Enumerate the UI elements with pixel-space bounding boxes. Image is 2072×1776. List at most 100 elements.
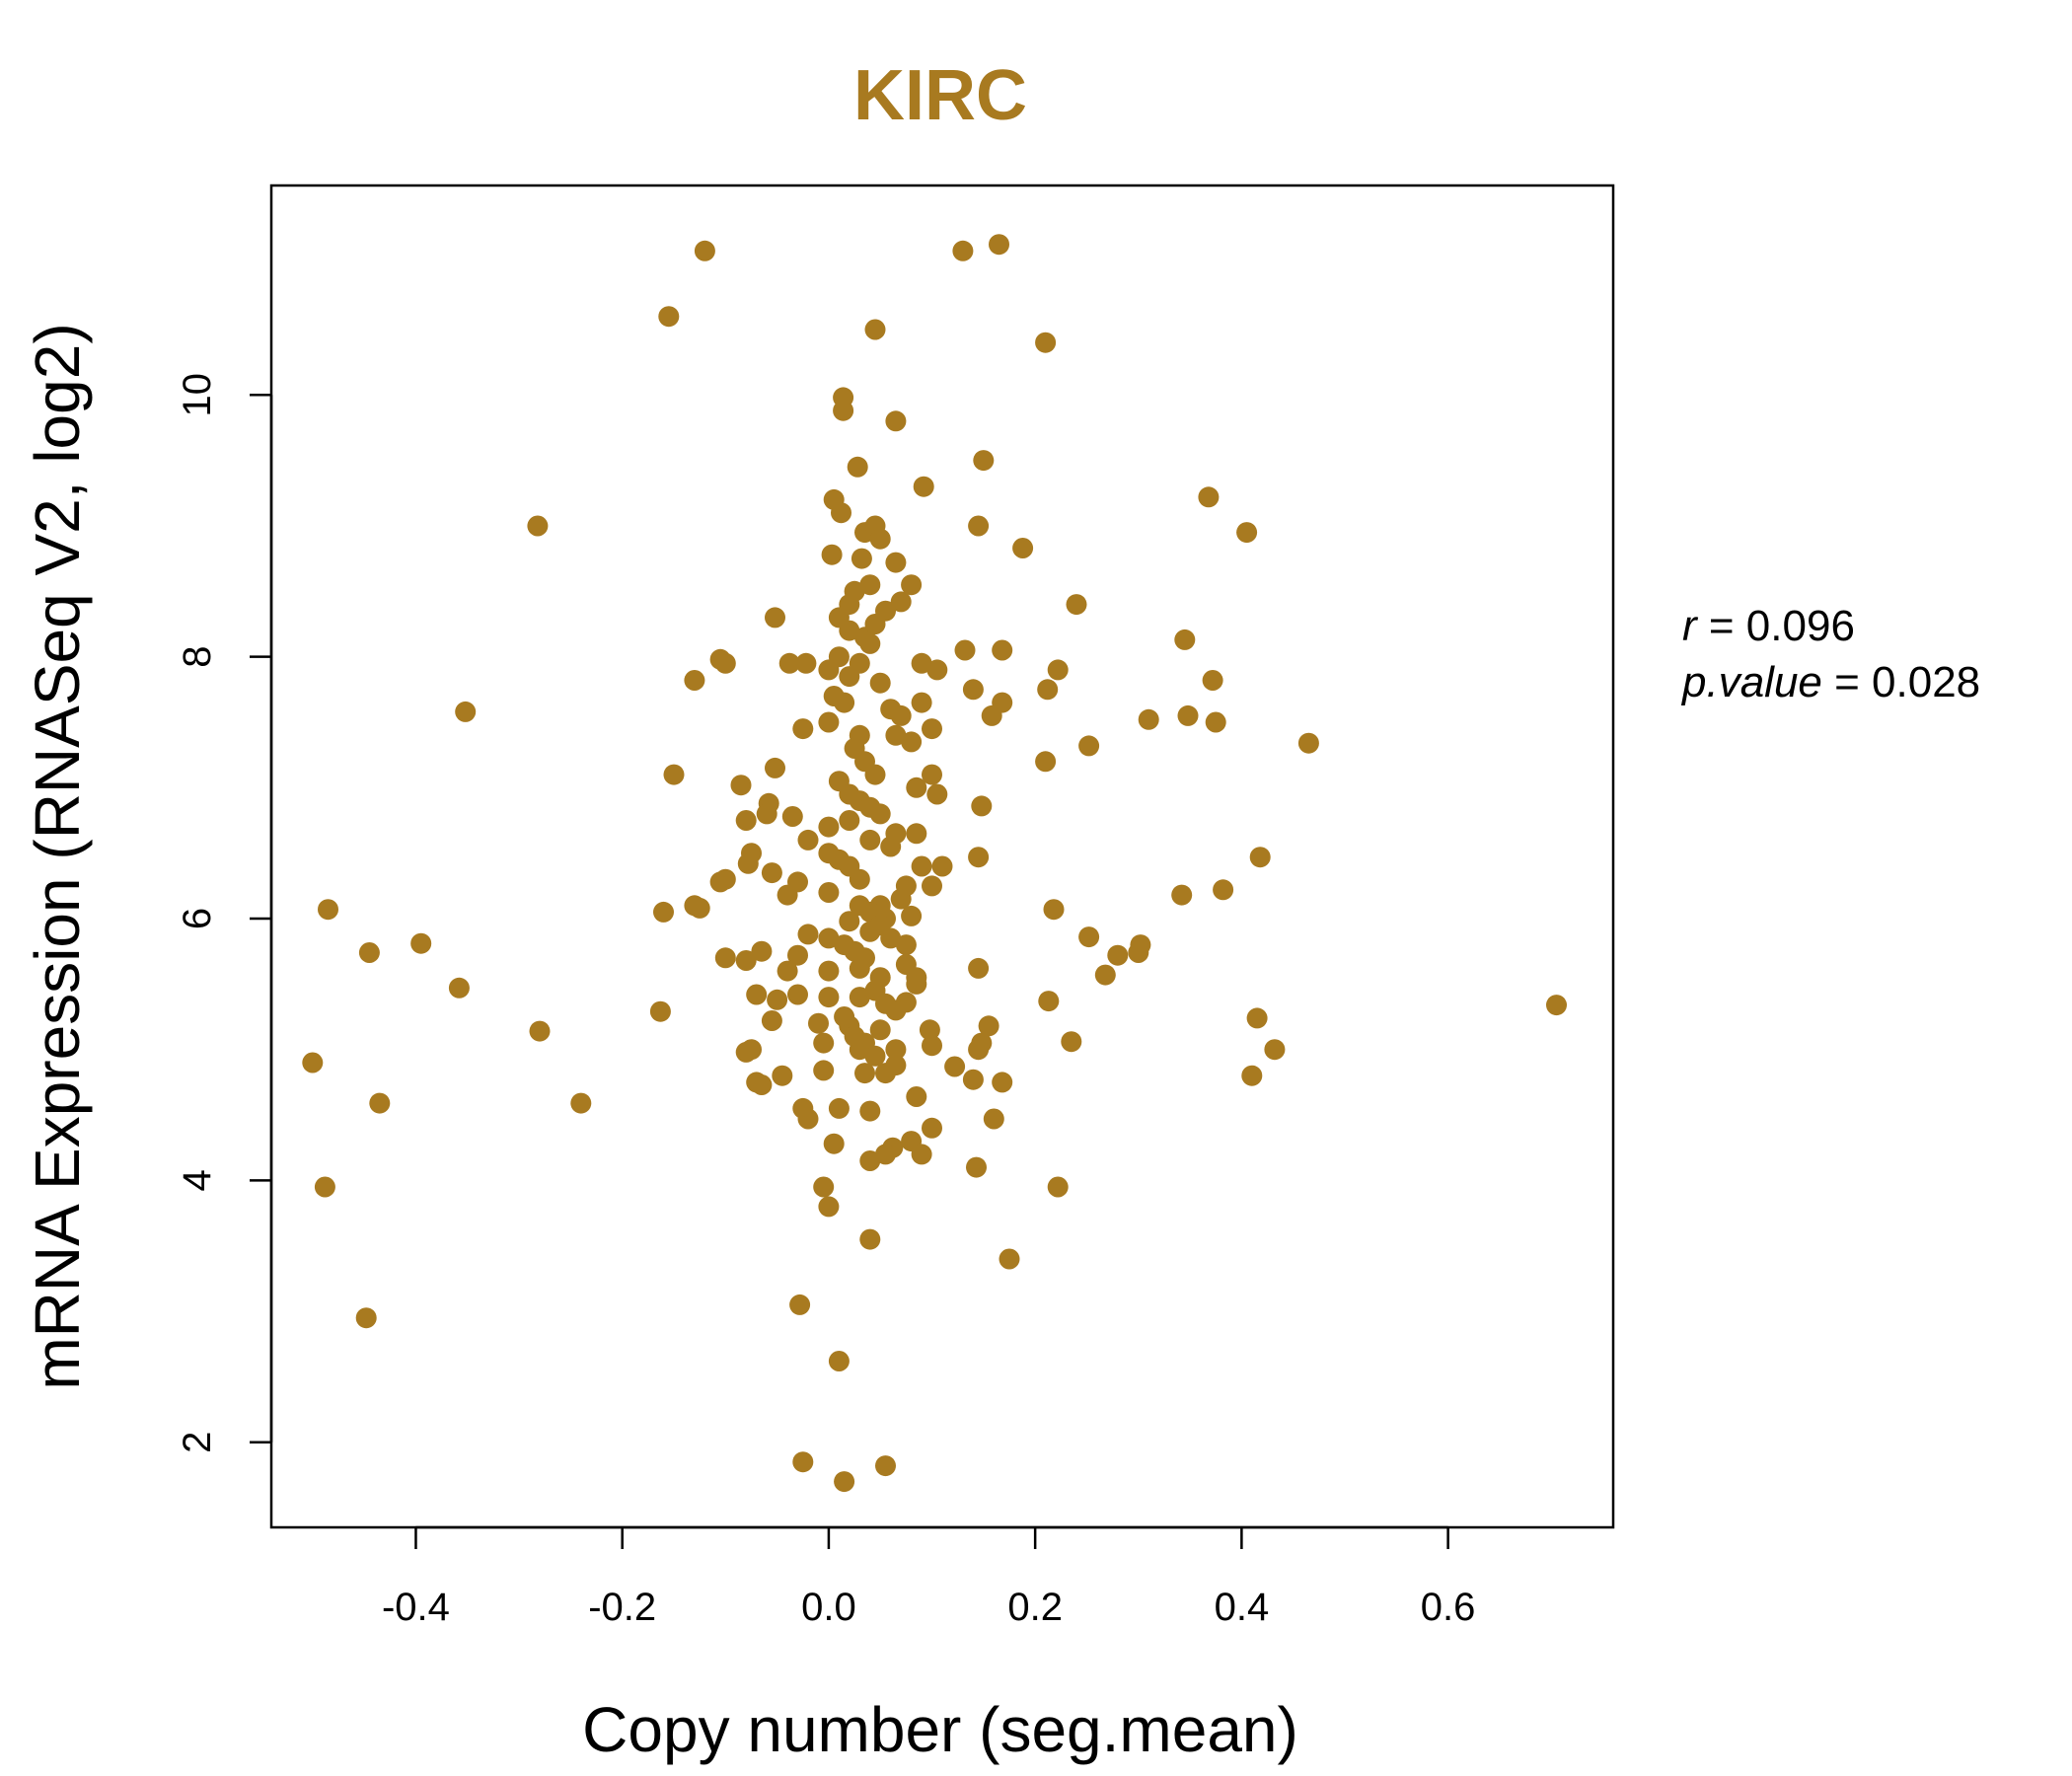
data-point xyxy=(911,692,932,713)
data-point xyxy=(978,1015,999,1037)
data-point xyxy=(795,652,817,674)
data-point xyxy=(839,594,860,616)
data-point xyxy=(772,1065,793,1086)
data-point xyxy=(834,1471,855,1493)
data-point xyxy=(1012,538,1034,558)
data-point xyxy=(839,810,860,831)
data-point xyxy=(885,1055,907,1076)
data-point xyxy=(663,764,685,785)
data-point xyxy=(968,847,990,868)
p-value: = 0.028 xyxy=(1834,658,1980,706)
data-point xyxy=(649,1000,671,1022)
x-tick-label: 0.4 xyxy=(1215,1586,1270,1629)
data-point xyxy=(746,984,768,1005)
data-point xyxy=(906,973,927,995)
data-point xyxy=(911,1144,932,1165)
data-point xyxy=(885,552,907,573)
data-point xyxy=(821,544,843,565)
data-point xyxy=(901,574,923,596)
data-point xyxy=(1035,332,1057,353)
data-point xyxy=(875,600,896,622)
data-point xyxy=(901,731,923,753)
data-point xyxy=(1094,964,1116,986)
data-point xyxy=(869,1019,891,1041)
data-point xyxy=(922,764,942,785)
data-point xyxy=(828,1351,850,1371)
data-point xyxy=(885,1039,907,1061)
data-point xyxy=(318,899,338,921)
data-point xyxy=(818,882,840,903)
y-axis-label: mRNA Expression (RNASeq V2, log2) xyxy=(22,323,93,1389)
data-point xyxy=(694,240,715,261)
data-point xyxy=(922,1117,942,1139)
data-point xyxy=(890,888,912,910)
data-point xyxy=(1546,995,1567,1016)
data-point xyxy=(913,476,934,497)
data-point xyxy=(922,718,942,740)
svg-text:p.value = 0.028: p.value = 0.028 xyxy=(1680,658,1980,706)
data-point xyxy=(355,1307,377,1329)
data-point xyxy=(1297,732,1319,754)
data-point xyxy=(833,400,854,421)
data-point xyxy=(818,960,840,982)
data-point xyxy=(1038,991,1060,1012)
data-point xyxy=(834,1006,855,1027)
y-tick-label: 4 xyxy=(176,1169,219,1191)
data-point xyxy=(684,895,705,917)
data-point xyxy=(880,927,902,949)
data-point xyxy=(1246,1007,1268,1029)
data-point xyxy=(983,1108,1004,1130)
data-point xyxy=(906,1086,927,1107)
y-tick-label: 10 xyxy=(176,373,219,417)
data-point xyxy=(854,1063,875,1084)
data-point xyxy=(1035,751,1057,773)
x-axis: -0.4 -0.2 0.0 0.2 0.4 0.6 xyxy=(382,1525,1475,1629)
data-point xyxy=(1205,711,1226,733)
data-point xyxy=(962,1069,984,1090)
data-point xyxy=(859,574,881,596)
data-point xyxy=(792,1451,814,1473)
data-point xyxy=(818,816,840,838)
data-point xyxy=(709,871,731,893)
svg-text:r = 0.096: r = 0.096 xyxy=(1682,602,1855,650)
data-point xyxy=(1047,659,1069,681)
data-point xyxy=(859,1100,881,1122)
data-point xyxy=(797,1108,819,1130)
data-point xyxy=(735,810,757,831)
data-point xyxy=(527,515,549,537)
data-point xyxy=(1241,1065,1263,1086)
data-point xyxy=(1078,735,1100,757)
data-point xyxy=(813,1176,835,1198)
data-point xyxy=(926,659,948,681)
data-point xyxy=(911,855,932,877)
data-point xyxy=(839,855,860,877)
x-tick-label: -0.4 xyxy=(382,1586,450,1629)
data-point xyxy=(735,950,757,971)
r-value: = 0.096 xyxy=(1709,602,1855,650)
data-point xyxy=(901,905,923,926)
data-point xyxy=(1264,1039,1286,1061)
y-tick-label: 6 xyxy=(176,908,219,929)
data-point xyxy=(1047,1176,1069,1198)
data-point xyxy=(730,775,752,796)
data-point xyxy=(1213,879,1234,901)
data-point xyxy=(808,1012,829,1034)
data-point xyxy=(777,884,798,906)
data-point xyxy=(968,957,990,979)
data-point xyxy=(529,1020,551,1042)
data-point xyxy=(787,944,808,966)
data-point xyxy=(714,947,736,969)
data-point xyxy=(777,960,798,982)
data-point xyxy=(864,319,886,340)
data-point xyxy=(911,652,932,674)
data-point xyxy=(859,632,881,654)
data-point xyxy=(358,942,380,963)
data-point xyxy=(828,646,850,668)
x-axis-label: Copy number (seg.mean) xyxy=(582,1694,1298,1765)
y-axis: 2 4 6 8 10 xyxy=(176,373,273,1453)
data-point xyxy=(885,999,907,1021)
data-point xyxy=(992,1072,1013,1093)
data-point xyxy=(761,1010,782,1031)
data-point xyxy=(302,1052,324,1073)
data-point xyxy=(1066,594,1087,616)
